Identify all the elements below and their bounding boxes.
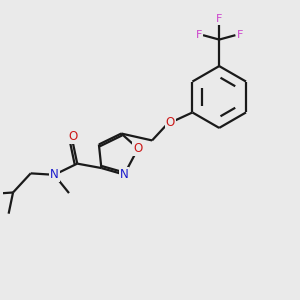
Text: O: O [134,142,142,155]
Text: F: F [216,14,222,24]
Text: F: F [195,30,202,40]
Text: O: O [68,130,77,143]
Text: F: F [237,30,243,40]
Text: O: O [166,116,175,129]
Text: N: N [120,168,128,181]
Text: N: N [50,168,58,181]
